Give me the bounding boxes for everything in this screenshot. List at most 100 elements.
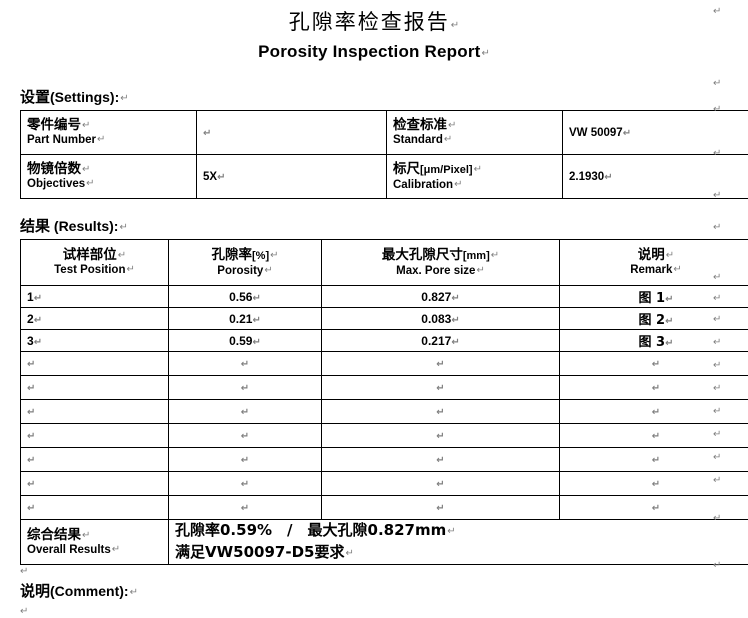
return-mark-icon: ↵ (252, 315, 260, 326)
cell-max-pore-size[interactable]: ↵ (322, 400, 560, 424)
cell-test-position[interactable]: 3↵ (21, 330, 169, 352)
cell-test-position[interactable]: ↵ (21, 400, 169, 424)
margin-return-mark-icon: ↵ (713, 360, 721, 371)
cell-test-position[interactable]: ↵ (21, 448, 169, 472)
value-porosity: 0.56 (229, 290, 252, 304)
cell-max-pore-size[interactable]: 0.217↵ (322, 330, 560, 352)
settings-cell-value-part-number[interactable]: ↵ (197, 111, 387, 155)
cell-test-position[interactable]: 2↵ (21, 308, 169, 330)
return-mark-icon: ↵ (451, 337, 459, 348)
cell-test-position[interactable]: ↵ (21, 472, 169, 496)
return-mark-icon: ↵ (27, 479, 35, 490)
cell-porosity[interactable]: 0.59↵ (169, 330, 322, 352)
value-porosity: 0.21 (229, 312, 252, 326)
return-mark-icon: ↵ (665, 338, 673, 349)
calibration-label-cn: 标尺 (393, 161, 420, 177)
return-mark-icon: ↵ (436, 455, 444, 466)
comment-label-cn: 说明 (20, 582, 50, 600)
margin-return-mark-icon: ↵ (713, 272, 721, 283)
margin-return-mark-icon: ↵ (713, 475, 721, 486)
return-mark-icon: ↵ (476, 265, 484, 276)
settings-cell-label-objectives: 物镜倍数↵ Objectives↵ (21, 155, 197, 199)
overall-results-value[interactable]: 孔隙率0.59% / 最大孔隙0.827mm↵ 满足VW50097-D5要求↵ (169, 520, 748, 565)
cell-max-pore-size[interactable]: ↵ (322, 496, 560, 520)
report-title-block: 孔隙率检查报告↵ Porosity Inspection Report↵ (0, 0, 748, 66)
header-test-position-en: Test Position (54, 264, 125, 276)
return-mark-icon: ↵ (673, 264, 681, 275)
table-row: 2↵ 0.21↵ 0.083↵ 图 2↵ (21, 308, 748, 330)
cell-max-pore-size[interactable]: ↵ (322, 352, 560, 376)
cell-porosity[interactable]: ↵ (169, 424, 322, 448)
cell-max-pore-size[interactable]: ↵ (322, 472, 560, 496)
return-mark-icon: ↵ (454, 179, 462, 190)
cell-porosity[interactable]: ↵ (169, 352, 322, 376)
results-header-porosity: 孔隙率[%]↵ Porosity↵ (169, 240, 322, 286)
header-test-position-cn: 试样部位 (63, 247, 117, 263)
cell-max-pore-size[interactable]: ↵ (322, 376, 560, 400)
cell-test-position[interactable]: 1↵ (21, 286, 169, 308)
cell-test-position[interactable]: ↵ (21, 496, 169, 520)
header-max-pore-cn: 最大孔隙尺寸 (382, 247, 463, 263)
return-mark-icon: ↵ (623, 128, 631, 139)
results-label-cn: 结果 (20, 217, 50, 235)
overall-line-1: 孔隙率0.59% / 最大孔隙0.827mm (175, 521, 446, 539)
cell-test-position[interactable]: ↵ (21, 376, 169, 400)
value-max-pore-size: 0.217 (421, 334, 451, 348)
table-row-empty: ↵↵↵↵ (21, 448, 748, 472)
calibration-label-en: Calibration (393, 179, 453, 191)
margin-return-mark-icon: ↵ (713, 148, 721, 159)
settings-cell-value-objectives[interactable]: 5X↵ (197, 155, 387, 199)
cell-test-position[interactable]: ↵ (21, 352, 169, 376)
value-max-pore-size: 0.083 (421, 312, 451, 326)
cell-porosity[interactable]: 0.21↵ (169, 308, 322, 330)
return-mark-icon: ↵ (436, 479, 444, 490)
return-mark-icon: ↵ (436, 503, 444, 514)
cell-porosity[interactable]: ↵ (169, 496, 322, 520)
return-mark-icon: ↵ (444, 134, 452, 145)
return-mark-icon: ↵ (436, 431, 444, 442)
return-mark-icon: ↵ (451, 315, 459, 326)
return-mark-icon: ↵ (27, 383, 35, 394)
return-mark-icon: ↵ (264, 265, 272, 276)
header-max-pore-en: Max. Pore size (396, 265, 475, 277)
return-mark-icon: ↵ (82, 164, 90, 175)
return-mark-icon: ↵ (241, 383, 249, 394)
value-test-position: 1 (27, 290, 34, 304)
table-row-empty: ↵↵↵↵ (21, 496, 748, 520)
cell-max-pore-size[interactable]: ↵ (322, 424, 560, 448)
cell-max-pore-size[interactable]: ↵ (322, 448, 560, 472)
return-mark-icon: ↵ (97, 134, 105, 145)
cell-porosity[interactable]: ↵ (169, 376, 322, 400)
header-remark-en: Remark (630, 264, 672, 276)
cell-porosity[interactable]: ↵ (169, 448, 322, 472)
standard-label-cn: 检查标准 (393, 117, 447, 133)
return-mark-icon: ↵ (241, 455, 249, 466)
overall-label-cn: 综合结果 (27, 527, 81, 543)
results-section-label: 结果 (Results):↵ (20, 215, 748, 236)
results-table: 试样部位 ↵ Test Position ↵ 孔隙率[%]↵ Porosity↵ 最… (20, 239, 748, 565)
cell-porosity[interactable]: 0.56↵ (169, 286, 322, 308)
margin-return-mark-icon: ↵ (713, 78, 721, 89)
return-mark-icon: ↵ (451, 293, 459, 304)
return-mark-icon: ↵ (448, 120, 456, 131)
cell-porosity[interactable]: ↵ (169, 472, 322, 496)
return-mark-icon: ↵ (34, 337, 42, 348)
return-mark-icon: ↵ (436, 383, 444, 394)
return-mark-icon: ↵ (447, 526, 455, 537)
cell-porosity[interactable]: ↵ (169, 400, 322, 424)
table-row: 3↵ 0.59↵ 0.217↵ 图 3↵ (21, 330, 748, 352)
comment-section-label: 说明(Comment):↵ (20, 580, 748, 601)
overall-line-2: 满足VW50097-D5要求 (175, 543, 344, 561)
cell-max-pore-size[interactable]: 0.827↵ (322, 286, 560, 308)
return-mark-icon: ↵ (126, 264, 134, 275)
margin-return-mark-icon: ↵ (713, 190, 721, 201)
return-mark-icon: ↵ (652, 431, 660, 442)
return-mark-icon: ↵ (82, 530, 90, 541)
cell-test-position[interactable]: ↵ (21, 424, 169, 448)
margin-return-mark-icon: ↵ (713, 222, 721, 233)
cell-max-pore-size[interactable]: 0.083↵ (322, 308, 560, 330)
part-number-label-en: Part Number (27, 134, 96, 146)
return-mark-icon: ↵ (666, 250, 674, 261)
return-mark-icon: ↵ (112, 544, 120, 555)
return-mark-icon: ↵ (27, 359, 35, 370)
